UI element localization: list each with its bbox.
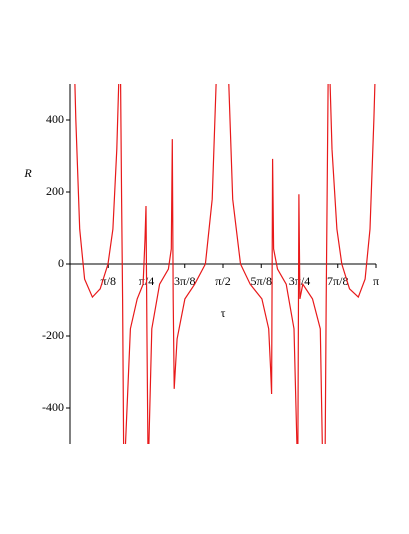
- x-tick-label: 5π/8: [251, 274, 272, 288]
- y-tick-label: 0: [58, 256, 64, 270]
- x-tick-label: π/2: [215, 274, 230, 288]
- y-axis-label: R: [23, 166, 32, 180]
- y-tick-label: -200: [42, 328, 64, 342]
- x-axis-label: τ: [221, 306, 226, 320]
- y-tick-label: 400: [46, 112, 64, 126]
- data-line: [74, 83, 376, 445]
- x-tick-label: 7π/8: [327, 274, 348, 288]
- x-tick-label: π: [373, 274, 379, 288]
- x-tick-label: 3π/8: [174, 274, 195, 288]
- y-tick-label: 200: [46, 184, 64, 198]
- y-tick-label: -400: [42, 400, 64, 414]
